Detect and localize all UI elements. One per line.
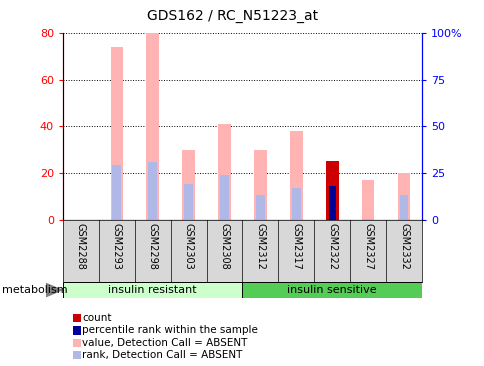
Text: metabolism: metabolism bbox=[2, 285, 68, 295]
Text: GSM2288: GSM2288 bbox=[76, 223, 86, 270]
Bar bbox=[184, 184, 193, 220]
Bar bbox=[328, 186, 335, 220]
Text: GSM2327: GSM2327 bbox=[363, 223, 372, 270]
Bar bbox=[220, 175, 228, 220]
Bar bbox=[254, 150, 266, 220]
Bar bbox=[218, 124, 230, 220]
Bar bbox=[361, 180, 374, 220]
Text: count: count bbox=[82, 313, 112, 324]
Polygon shape bbox=[46, 283, 61, 296]
Bar bbox=[112, 165, 121, 220]
Text: insulin resistant: insulin resistant bbox=[108, 285, 197, 295]
Text: percentile rank within the sample: percentile rank within the sample bbox=[82, 325, 258, 336]
Bar bbox=[110, 47, 123, 220]
Bar bbox=[256, 195, 264, 220]
Bar bbox=[397, 173, 409, 220]
Text: GDS162 / RC_N51223_at: GDS162 / RC_N51223_at bbox=[147, 9, 318, 23]
Text: GSM2332: GSM2332 bbox=[398, 223, 408, 270]
Text: GSM2308: GSM2308 bbox=[219, 223, 229, 269]
Text: GSM2293: GSM2293 bbox=[112, 223, 121, 270]
Text: rank, Detection Call = ABSENT: rank, Detection Call = ABSENT bbox=[82, 350, 242, 360]
Bar bbox=[291, 188, 300, 220]
Bar bbox=[289, 131, 302, 220]
Bar bbox=[148, 162, 157, 220]
Text: GSM2303: GSM2303 bbox=[183, 223, 193, 269]
Bar bbox=[242, 282, 421, 298]
Bar bbox=[399, 195, 408, 220]
Text: insulin sensitive: insulin sensitive bbox=[287, 285, 376, 295]
Bar bbox=[63, 282, 242, 298]
Bar bbox=[182, 150, 195, 220]
Text: GSM2317: GSM2317 bbox=[291, 223, 301, 270]
Bar bbox=[146, 33, 159, 220]
Text: GSM2298: GSM2298 bbox=[148, 223, 157, 270]
Bar bbox=[325, 161, 338, 220]
Text: value, Detection Call = ABSENT: value, Detection Call = ABSENT bbox=[82, 337, 247, 348]
Text: GSM2322: GSM2322 bbox=[327, 223, 336, 270]
Text: GSM2312: GSM2312 bbox=[255, 223, 265, 270]
